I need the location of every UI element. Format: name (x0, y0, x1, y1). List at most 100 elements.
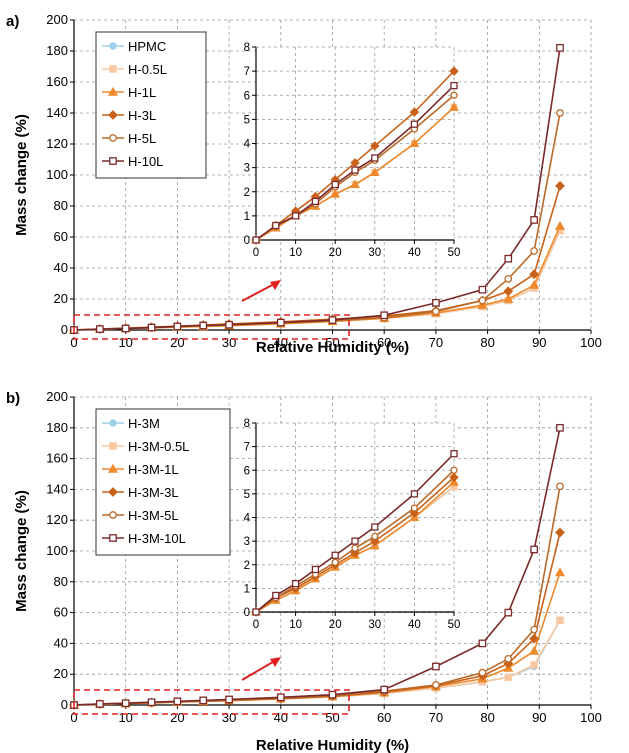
data-point (409, 107, 420, 117)
data-point (449, 472, 459, 483)
legend-marker (108, 487, 118, 497)
zoom-region-box (73, 314, 350, 340)
data-point (504, 274, 513, 283)
x-tick-label: 100 (580, 710, 602, 725)
data-point (450, 450, 458, 458)
data-point (529, 645, 540, 655)
legend-label: H-10L (128, 154, 163, 169)
y-tick-label: 2 (244, 560, 250, 572)
series-H-3M-10L (70, 423, 564, 709)
x-tick-label: 20 (170, 335, 184, 350)
y-tick-label: 120 (46, 512, 68, 527)
x-tick-label: 20 (170, 710, 184, 725)
data-point (272, 591, 280, 600)
y-tick-label: 180 (46, 420, 68, 435)
data-point (370, 141, 380, 151)
data-point (272, 221, 280, 230)
x-tick-label: 0 (253, 247, 259, 259)
x-tick-label: 60 (377, 335, 391, 350)
series-line (73, 619, 561, 706)
data-point (380, 685, 389, 694)
y-tick-label: 140 (46, 105, 68, 120)
y-tick-label: 1 (244, 583, 250, 595)
y-tick-label: 40 (54, 635, 68, 650)
y-tick-label: 8 (244, 418, 250, 430)
data-point (556, 482, 564, 491)
y-tick-label: 3 (244, 163, 250, 175)
data-point (199, 696, 208, 705)
data-point (478, 668, 487, 677)
data-point (252, 236, 260, 244)
data-point (96, 700, 104, 708)
data-point (291, 580, 300, 588)
data-point (173, 697, 182, 706)
legend-marker (109, 511, 117, 519)
x-tick-label: 10 (289, 247, 302, 259)
x-tick-label: 50 (325, 710, 339, 725)
data-point (311, 565, 320, 574)
data-point (173, 322, 182, 331)
y-tick-label: 20 (54, 666, 68, 681)
legend-label: H-5L (128, 131, 156, 146)
y-tick-label: 80 (54, 574, 68, 589)
data-point (291, 212, 300, 220)
panel-label: b) (6, 390, 20, 407)
x-tick-label: 50 (448, 247, 461, 259)
y-tick-label: 3 (244, 536, 250, 548)
y-tick-label: 60 (54, 229, 68, 244)
data-point (351, 544, 359, 552)
data-point (96, 325, 104, 333)
x-tick-label: 20 (329, 247, 342, 259)
series-H-3M-10L (252, 450, 458, 616)
data-point (147, 323, 156, 332)
legend-label: H-3M-5L (128, 508, 179, 523)
x-tick-label: 20 (329, 619, 342, 631)
inset-chart: 0 10 20 30 40 50 0 1 2 3 4 5 6 7 8 (244, 418, 461, 631)
y-tick-label: 4 (244, 513, 251, 525)
data-point (530, 625, 538, 634)
y-tick-label: 100 (46, 167, 68, 182)
data-point (556, 44, 564, 52)
data-point (432, 307, 440, 316)
data-point (554, 567, 566, 577)
data-point (555, 180, 565, 191)
data-point (504, 608, 513, 617)
data-point (450, 81, 458, 90)
x-tick-label: 80 (480, 335, 494, 350)
data-point (449, 102, 459, 111)
panel-label: a) (6, 13, 19, 30)
data-point (371, 532, 379, 541)
data-point (328, 316, 337, 324)
data-point (410, 490, 419, 498)
legend-marker (107, 463, 119, 473)
data-point (432, 299, 440, 307)
y-tick-label: 8 (244, 42, 250, 54)
legend-label: H-3M-1L (128, 462, 179, 477)
data-point (503, 658, 514, 669)
y-tick-label: 200 (46, 389, 68, 404)
data-point (410, 504, 419, 512)
data-point (556, 109, 564, 117)
x-tick-label: 30 (368, 247, 381, 259)
data-point (478, 639, 487, 648)
data-point (432, 662, 440, 671)
data-point (380, 311, 389, 320)
data-point (530, 216, 538, 224)
data-point (199, 321, 208, 330)
legend-marker (109, 442, 117, 450)
x-tick-label: 0 (70, 710, 77, 725)
data-point (504, 254, 513, 263)
y-tick-label: 6 (244, 90, 250, 102)
legend-marker (109, 419, 117, 427)
y-tick-label: 5 (244, 489, 250, 501)
data-point (450, 91, 458, 99)
data-point (225, 320, 233, 329)
y-tick-label: 6 (244, 465, 250, 477)
legend-label: H-3M-3L (128, 485, 179, 500)
x-axis-title: Relative Humidity (%) (256, 737, 409, 753)
y-tick-label: 60 (54, 605, 68, 620)
legend: HPMC H-0.5L H-1L H-3L H-5L H-10L (95, 31, 207, 179)
legend-marker (108, 110, 118, 120)
y-tick-label: 180 (46, 43, 68, 58)
data-point (529, 279, 540, 289)
